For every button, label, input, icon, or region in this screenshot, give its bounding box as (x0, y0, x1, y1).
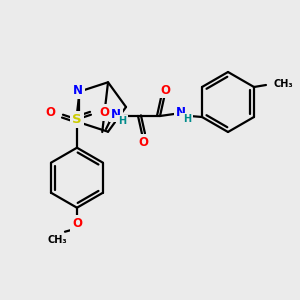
Text: O: O (72, 217, 82, 230)
Text: N: N (73, 84, 83, 97)
Text: O: O (45, 106, 55, 119)
Text: CH₃: CH₃ (47, 235, 67, 245)
Text: S: S (72, 113, 82, 126)
Text: O: O (99, 106, 109, 119)
Text: CH₃: CH₃ (274, 79, 294, 89)
Text: N: N (111, 107, 121, 121)
Text: H: H (183, 114, 191, 124)
Text: O: O (160, 83, 170, 97)
Text: H: H (118, 116, 126, 126)
Text: O: O (138, 136, 148, 148)
Text: N: N (176, 106, 186, 119)
